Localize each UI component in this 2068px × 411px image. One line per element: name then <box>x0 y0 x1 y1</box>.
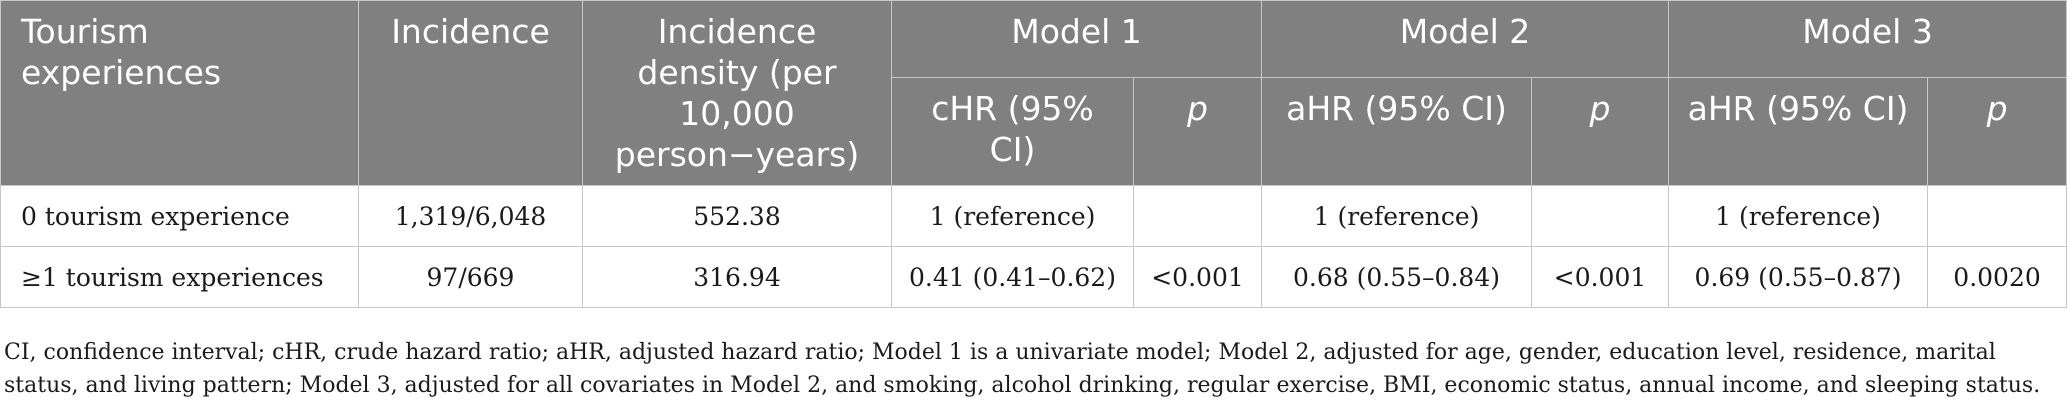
header-m2-p: p <box>1531 76 1670 187</box>
header-tourism-experiences: Tourism experiences <box>0 0 359 186</box>
cell-m3-p: 0.0020 <box>1927 246 2068 308</box>
header-m1-chr-ci: cHR (95% CI) <box>891 76 1134 187</box>
cell-m3-ci: 1 (reference) <box>1668 185 1929 247</box>
header-m1-p: p <box>1132 76 1263 187</box>
table-row: ≥1 tourism experiences 97/669 316.94 0.4… <box>0 246 2068 308</box>
table-body: 0 tourism experience 1,319/6,048 552.38 … <box>0 185 2068 308</box>
cell-m3-ci: 0.69 (0.55–0.87) <box>1668 246 1929 308</box>
header-model-1: Model 1 <box>890 0 1263 78</box>
header-m3-p: p <box>1927 76 2068 187</box>
table-container: Tourism experiences Incidence Incidence … <box>0 0 2068 308</box>
cell-m3-p <box>1927 185 2068 247</box>
row-label: 0 tourism experience <box>0 185 359 247</box>
table-row: 0 tourism experience 1,319/6,048 552.38 … <box>0 185 2068 247</box>
cell-m1-ci: 1 (reference) <box>891 185 1134 247</box>
cell-m1-ci: 0.41 (0.41–0.62) <box>891 246 1134 308</box>
cell-m2-p: <0.001 <box>1531 246 1670 308</box>
header-m3-ahr-ci: aHR (95% CI) <box>1668 76 1929 187</box>
table-footnote: CI, confidence interval; cHR, crude haza… <box>4 340 2041 398</box>
header-m2-ahr-ci: aHR (95% CI) <box>1261 76 1533 187</box>
header-model-3: Model 3 <box>1668 0 2068 78</box>
cell-incidence: 97/669 <box>358 246 583 308</box>
cell-incidence: 1,319/6,048 <box>358 185 583 247</box>
cell-m2-ci: 0.68 (0.55–0.84) <box>1261 246 1533 308</box>
cell-m1-p: <0.001 <box>1132 246 1263 308</box>
cell-density: 552.38 <box>582 185 892 247</box>
results-table: Tourism experiences Incidence Incidence … <box>0 0 2068 308</box>
row-label: ≥1 tourism experiences <box>0 246 359 308</box>
header-incidence-density: Incidence density (per 10,000 person−yea… <box>582 0 892 186</box>
header-model-2: Model 2 <box>1261 0 1670 78</box>
cell-density: 316.94 <box>582 246 892 308</box>
header-incidence: Incidence <box>358 0 583 186</box>
table-header: Tourism experiences Incidence Incidence … <box>0 0 2068 187</box>
cell-m1-p <box>1132 185 1263 247</box>
cell-m2-ci: 1 (reference) <box>1261 185 1533 247</box>
cell-m2-p <box>1531 185 1670 247</box>
